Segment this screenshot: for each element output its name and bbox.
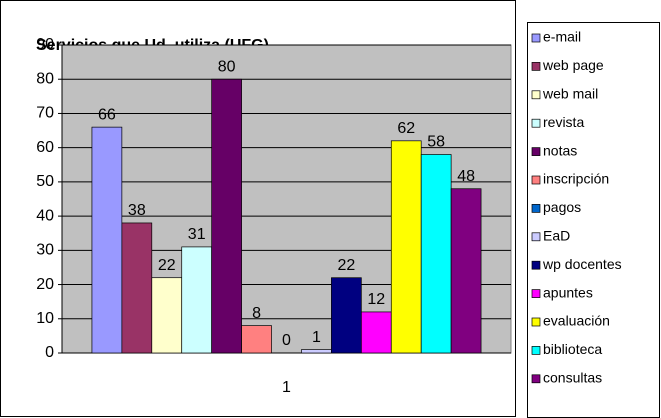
- legend-label: inscripción: [543, 171, 609, 187]
- bar: [121, 222, 153, 354]
- bar: [241, 325, 272, 354]
- legend-label: biblioteca: [543, 341, 602, 357]
- bar: [331, 277, 362, 354]
- legend-label: notas: [543, 142, 577, 158]
- legend-swatch: [531, 62, 541, 71]
- legend-label: revista: [543, 114, 584, 130]
- data-label: 48: [457, 168, 475, 185]
- legend-swatch: [531, 204, 541, 213]
- legend-label: wp docentes: [542, 256, 622, 272]
- bar: [301, 349, 332, 354]
- y-tick-label: 40: [36, 207, 54, 224]
- data-label: 22: [337, 257, 355, 274]
- bar: [450, 188, 482, 354]
- data-label: 1: [312, 329, 321, 346]
- data-label: 58: [427, 134, 445, 151]
- y-tick-label: 70: [36, 105, 54, 122]
- data-label: 80: [218, 58, 236, 75]
- legend-label: apuntes: [543, 284, 593, 300]
- legend-swatch: [531, 33, 541, 43]
- bar: [211, 78, 242, 354]
- x-tick-label: 1: [282, 379, 291, 396]
- data-label: 31: [188, 226, 206, 243]
- data-label: 0: [282, 332, 291, 349]
- legend-label: consultas: [543, 370, 602, 386]
- y-tick-label: 30: [36, 242, 54, 259]
- legend-swatch: [531, 118, 541, 128]
- y-tick-label: 50: [36, 173, 54, 190]
- y-tick-label: 10: [36, 310, 54, 327]
- y-tick-label: 0: [45, 344, 54, 361]
- legend-swatch: [531, 260, 541, 270]
- legend-label: pagos: [543, 199, 581, 215]
- bar: [91, 126, 123, 354]
- legend-swatch: [531, 317, 541, 327]
- y-tick-label: 20: [36, 276, 54, 293]
- legend-swatch: [531, 147, 541, 156]
- legend: e-mail web page web mail revista notas inscri…: [531, 29, 622, 386]
- bar: [151, 277, 183, 354]
- y-tick-label: 60: [36, 139, 54, 156]
- y-tick-label: 80: [36, 70, 54, 87]
- legend-swatch: [531, 232, 541, 242]
- legend-swatch: [531, 374, 541, 384]
- legend-swatch: [531, 346, 541, 355]
- data-label: 8: [252, 305, 261, 322]
- data-label: 66: [98, 106, 116, 123]
- legend-label: web mail: [542, 86, 598, 102]
- data-label: 12: [367, 291, 385, 308]
- legend-label: EaD: [543, 228, 570, 244]
- legend-swatch: [531, 90, 541, 100]
- legend-label: web page: [542, 57, 604, 73]
- bar: [420, 154, 452, 354]
- legend-label: evaluación: [543, 313, 610, 329]
- legend-swatch: [531, 289, 541, 298]
- bar: [181, 246, 213, 354]
- data-label: 62: [397, 120, 415, 137]
- bar: [360, 311, 392, 354]
- legend-swatch: [531, 175, 541, 185]
- data-label: 38: [128, 202, 146, 219]
- legend-label: e-mail: [543, 29, 581, 45]
- y-tick-label: 90: [36, 36, 54, 53]
- data-label: 22: [158, 257, 176, 274]
- legend-box: [527, 22, 660, 418]
- bar: [390, 140, 422, 354]
